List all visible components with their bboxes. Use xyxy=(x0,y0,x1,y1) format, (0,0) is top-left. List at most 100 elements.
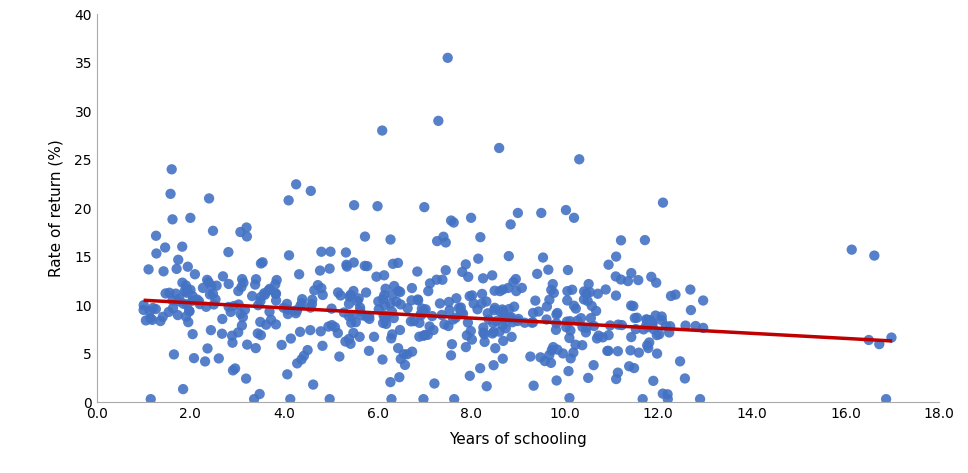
Point xyxy=(257,289,272,297)
Point xyxy=(347,201,362,209)
Point xyxy=(174,243,190,250)
Point xyxy=(479,383,495,390)
Point xyxy=(598,286,614,293)
Point xyxy=(404,297,419,304)
Point xyxy=(223,308,238,316)
Point xyxy=(376,319,391,327)
Point xyxy=(166,350,182,358)
Point xyxy=(225,339,240,347)
Point xyxy=(145,304,161,312)
Point xyxy=(444,341,460,348)
Point xyxy=(221,303,236,311)
Point xyxy=(484,272,499,279)
Point xyxy=(639,315,654,323)
Point xyxy=(232,310,248,317)
Point xyxy=(472,233,488,241)
Point xyxy=(416,332,432,340)
Point xyxy=(304,300,319,308)
Point xyxy=(206,301,222,308)
Point xyxy=(170,298,186,305)
Point xyxy=(322,265,338,272)
Point xyxy=(506,303,522,310)
Point xyxy=(199,345,215,352)
Point xyxy=(477,338,493,346)
Point xyxy=(543,359,559,367)
Point xyxy=(415,395,431,403)
Point xyxy=(358,289,374,296)
Point xyxy=(508,287,524,295)
Point xyxy=(148,232,164,239)
Point xyxy=(445,316,461,324)
Point xyxy=(478,298,494,305)
Point xyxy=(390,344,406,352)
Point xyxy=(420,288,436,295)
Point xyxy=(190,296,205,303)
Point xyxy=(378,285,393,292)
Point xyxy=(234,275,250,283)
Point xyxy=(333,292,348,299)
Point xyxy=(330,329,346,337)
Point xyxy=(549,377,564,384)
Point xyxy=(181,307,197,315)
Point xyxy=(469,306,485,313)
Point xyxy=(662,323,678,330)
Point xyxy=(378,302,393,309)
Point xyxy=(330,289,346,296)
Point xyxy=(562,327,578,334)
Point xyxy=(248,281,263,289)
Point xyxy=(215,315,230,323)
Point xyxy=(692,395,708,403)
Point xyxy=(341,313,356,320)
Point xyxy=(313,267,328,274)
Point xyxy=(654,316,670,324)
Point xyxy=(627,314,643,322)
Point xyxy=(197,358,213,365)
Point xyxy=(392,373,408,381)
Point xyxy=(424,312,439,320)
Point xyxy=(292,328,308,336)
Point xyxy=(645,319,660,327)
Point xyxy=(352,304,368,311)
Point xyxy=(375,356,390,363)
Point xyxy=(464,336,479,343)
Point xyxy=(463,327,478,335)
Point xyxy=(631,349,647,357)
Point xyxy=(260,287,276,294)
Point xyxy=(183,286,198,294)
Point xyxy=(439,239,454,246)
Point xyxy=(539,315,555,323)
Point xyxy=(386,315,402,322)
Point xyxy=(280,370,295,378)
Point xyxy=(461,273,476,280)
Point xyxy=(501,252,517,260)
Point xyxy=(526,309,541,317)
Point xyxy=(208,296,224,303)
Point xyxy=(500,284,516,292)
Point xyxy=(371,306,386,313)
Point xyxy=(293,356,309,363)
Point xyxy=(291,271,307,278)
Point xyxy=(294,296,310,303)
Point xyxy=(268,290,284,298)
Point xyxy=(174,279,190,287)
Point xyxy=(422,280,438,287)
Point xyxy=(276,304,291,312)
Point xyxy=(526,382,541,389)
Point xyxy=(253,318,268,326)
Point xyxy=(378,315,393,323)
Point xyxy=(268,321,284,328)
Point xyxy=(434,311,449,319)
Point xyxy=(464,214,479,221)
Point xyxy=(561,394,577,402)
Point xyxy=(324,321,340,329)
Point xyxy=(443,217,459,224)
Point xyxy=(378,313,394,321)
Point xyxy=(658,323,674,330)
Point xyxy=(441,307,457,314)
Point xyxy=(416,307,432,314)
Point xyxy=(409,268,425,275)
Point xyxy=(532,353,548,361)
Point xyxy=(683,307,699,314)
Point xyxy=(579,324,594,332)
Point xyxy=(411,319,427,327)
